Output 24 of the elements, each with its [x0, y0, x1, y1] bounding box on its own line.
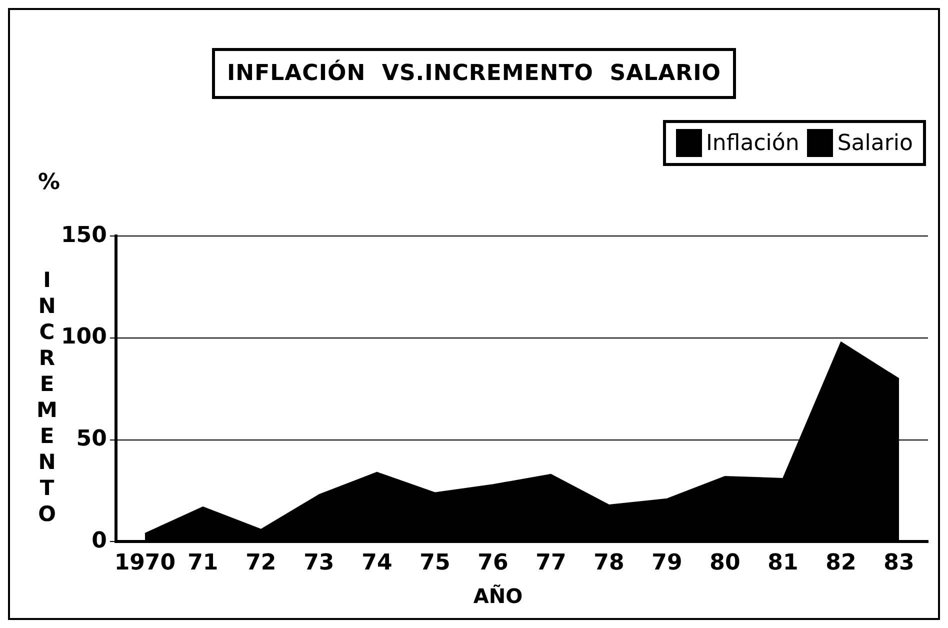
x-tick-label: 71 [188, 550, 218, 576]
text: % [38, 170, 60, 195]
y-tick-label: 0 [92, 528, 107, 554]
x-tick-label: 83 [884, 550, 914, 576]
x-tick-label: 82 [826, 550, 856, 576]
x-tick-label: 80 [710, 550, 740, 576]
x-tick-label: 75 [420, 550, 450, 576]
x-tick-label: 81 [768, 550, 798, 576]
x-tick-label: 78 [594, 550, 624, 576]
y-tick-label: 50 [76, 426, 107, 452]
x-axis-title: AÑO [472, 584, 524, 608]
legend-label: Salario [837, 130, 913, 156]
x-tick-label: 73 [304, 550, 334, 576]
chart-title: INFLACIÓN VS.INCREMENTO SALARIO [212, 48, 736, 99]
x-tick-label: 79 [652, 550, 682, 576]
x-tick-label: 77 [536, 550, 566, 576]
y-tick-label: 150 [60, 222, 107, 248]
y-axis-title: INCREMENTO [35, 268, 59, 528]
x-tick-label: 76 [478, 550, 508, 576]
x-tick-label: 74 [362, 550, 392, 576]
x-tick-label: 1970 [114, 550, 176, 576]
legend-label: Inflación [706, 130, 800, 156]
x-tick-label: 72 [246, 550, 276, 576]
y-tick-label: 100 [60, 324, 107, 350]
